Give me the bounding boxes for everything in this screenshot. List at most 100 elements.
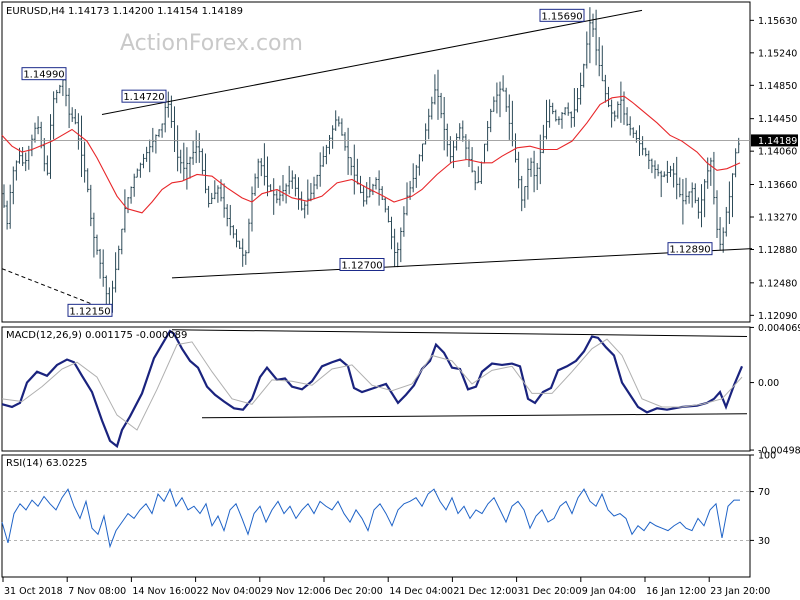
price-bar [95, 234, 99, 255]
price-bar [563, 107, 567, 116]
price-bar [322, 146, 325, 167]
price-bar [213, 180, 217, 200]
macd-trendline [201, 413, 748, 419]
price-panel: 1.14990 1.14720 1.15690 1.12700 1.12890 1.121… [1, 7, 753, 317]
price-bar [148, 139, 151, 173]
price-bar [721, 227, 725, 253]
rsi-panel-frame [1, 454, 751, 578]
price-bar [486, 120, 489, 152]
price-bar [278, 185, 282, 206]
price-bar [154, 134, 158, 154]
price-bar [136, 168, 139, 178]
price-bar [89, 184, 93, 227]
price-bar [455, 133, 458, 151]
price-bar [24, 152, 27, 172]
price-bar [619, 81, 623, 123]
price-bar [185, 147, 189, 190]
price-bar [98, 248, 102, 279]
price-bar [201, 148, 204, 175]
x-tick-label: 29 Nov 12:00 [261, 586, 325, 597]
price-bar [281, 174, 285, 202]
price-bar [421, 143, 424, 162]
price-bar [576, 88, 579, 113]
price-bar [210, 192, 213, 204]
price-bar [535, 162, 539, 191]
price-bar [129, 186, 133, 204]
price-bar [663, 171, 666, 178]
price-annotation: 1.12700 [339, 258, 385, 272]
x-tick-label: 16 Jan 12:00 [646, 586, 706, 597]
rsi-y-tick: 100 [758, 451, 776, 462]
price-bar [659, 170, 663, 198]
price-bar [353, 144, 356, 195]
price-bar [703, 179, 706, 218]
price-bar [588, 7, 592, 64]
price-bar [560, 112, 564, 129]
price-bar [346, 127, 350, 175]
price-bar [356, 158, 359, 185]
price-bar [222, 183, 226, 218]
price-bar [179, 149, 182, 174]
price-bar [303, 201, 306, 219]
price-bar [114, 252, 117, 293]
price-bar [709, 157, 713, 186]
macd-title: MACD(12,26,9) 0.001175 -0.000089 [6, 330, 187, 341]
ohlc-readout: 1.14173 1.14200 1.14154 1.14189 [68, 6, 243, 17]
price-bar [36, 116, 40, 135]
price-bar [694, 183, 697, 204]
price-bar [123, 189, 127, 233]
price-bar [470, 147, 474, 173]
x-tick-label: 14 Nov 16:00 [132, 586, 196, 597]
price-bar [734, 148, 737, 178]
macd-y-tick: 0.004069 [758, 323, 800, 334]
price-bar [340, 118, 344, 136]
price-bar [628, 116, 632, 136]
price-bar [687, 191, 691, 204]
price-bar [55, 89, 58, 104]
price-bar [616, 101, 620, 119]
price-bar [504, 87, 508, 112]
price-bar [387, 205, 390, 223]
price-bar [697, 197, 700, 219]
price-bar [49, 114, 52, 179]
price-bar [5, 200, 9, 230]
price-bar [597, 37, 601, 77]
price-bar [232, 225, 235, 239]
price-bar [160, 123, 164, 138]
price-bar [712, 151, 716, 205]
price-bar [517, 151, 520, 189]
price-bar [700, 184, 703, 228]
price-bar [489, 108, 492, 133]
price-bar [349, 157, 353, 176]
price-annotation: 1.12890 [667, 242, 713, 256]
price-bar [70, 107, 74, 122]
price-bar [117, 245, 120, 271]
price-bar [182, 142, 186, 181]
price-bar [650, 158, 654, 174]
price-bar [644, 147, 647, 157]
price-bar [92, 212, 96, 258]
price-y-tick: 1.13660 [758, 180, 797, 191]
price-annotation: 1.14990 [21, 67, 67, 81]
price-bar [647, 150, 651, 170]
price-bar [477, 166, 480, 184]
price-bar [672, 162, 675, 188]
price-y-tick: 1.12090 [758, 311, 797, 322]
price-bar [105, 275, 108, 307]
price-bar [545, 99, 548, 140]
price-bar [402, 206, 406, 237]
price-bar [715, 190, 719, 238]
price-bar [294, 174, 297, 197]
price-bar [610, 99, 613, 128]
current-price-marker [751, 134, 798, 147]
rsi-line [1, 487, 740, 549]
price-bar [194, 130, 198, 164]
current-price-label: 1.14189 [758, 136, 797, 147]
price-bar [52, 91, 55, 140]
price-bar [2, 184, 6, 208]
price-bar [253, 173, 257, 196]
price-bar [343, 132, 347, 151]
price-bar [585, 31, 589, 69]
price-bar [424, 123, 427, 145]
price-y-tick: 1.13270 [758, 213, 797, 224]
